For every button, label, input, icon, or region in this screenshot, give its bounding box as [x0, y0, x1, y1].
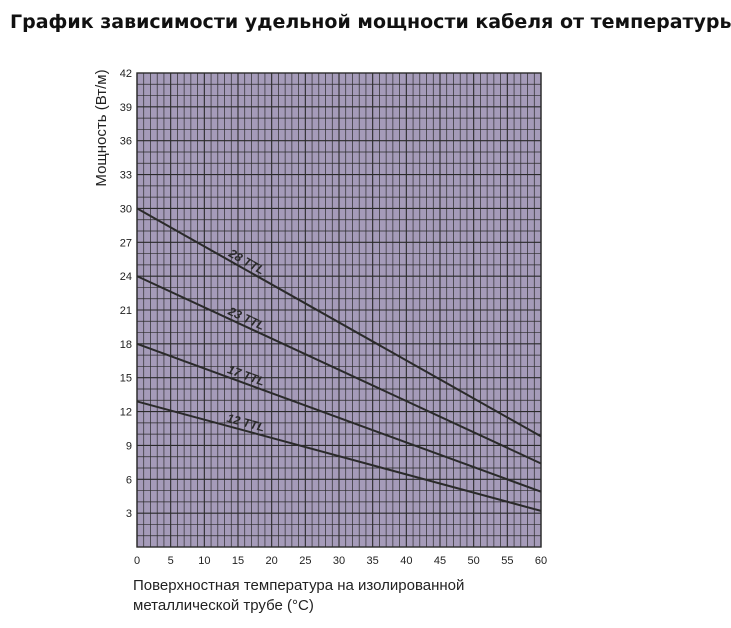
x-tick-label: 55	[501, 555, 513, 567]
x-tick-label: 35	[367, 555, 379, 567]
x-tick-label: 20	[266, 555, 278, 567]
x-tick-label: 40	[400, 555, 412, 567]
y-tick-label: 27	[120, 237, 132, 249]
x-tick-label: 30	[333, 555, 345, 567]
series-line	[136, 275, 542, 465]
series-line	[136, 400, 542, 512]
x-tick-label: 0	[134, 555, 140, 567]
x-tick-label: 25	[299, 555, 311, 567]
x-tick-label: 15	[232, 555, 244, 567]
y-tick-label: 36	[120, 136, 132, 148]
x-axis-ticks: 0 5 10 15 20 25 30 35 40 45 50 55 60	[134, 555, 547, 567]
y-tick-label: 9	[126, 440, 132, 452]
series-line	[136, 207, 542, 438]
series-line	[136, 342, 542, 493]
chart-title: График зависимости удельной мощности каб…	[10, 11, 731, 33]
y-tick-label: 3	[126, 508, 132, 520]
plot-border	[136, 72, 542, 548]
y-tick-label: 12	[120, 407, 132, 419]
y-tick-label: 39	[120, 102, 132, 114]
y-tick-label: 21	[120, 305, 132, 317]
y-tick-label: 15	[120, 373, 132, 385]
y-tick-label: 24	[120, 271, 132, 283]
x-tick-label: 60	[535, 555, 547, 567]
x-axis-label: Поверхностная температура на изолированн…	[133, 576, 553, 616]
y-tick-label: 6	[126, 474, 132, 486]
y-tick-label: 42	[120, 68, 132, 80]
x-axis-label-line-1: Поверхностная температура на изолированн…	[133, 577, 465, 594]
y-axis-label: Мощность (Вт/м)	[93, 69, 110, 186]
grid	[136, 72, 542, 548]
x-tick-label: 50	[468, 555, 480, 567]
x-tick-label: 45	[434, 555, 446, 567]
y-tick-label: 33	[120, 170, 132, 182]
x-tick-label: 5	[168, 555, 174, 567]
x-axis-label-line-2: металлической трубе (°С)	[133, 597, 314, 614]
y-tick-label: 30	[120, 203, 132, 215]
y-tick-label: 18	[120, 339, 132, 351]
x-tick-label: 10	[198, 555, 210, 567]
